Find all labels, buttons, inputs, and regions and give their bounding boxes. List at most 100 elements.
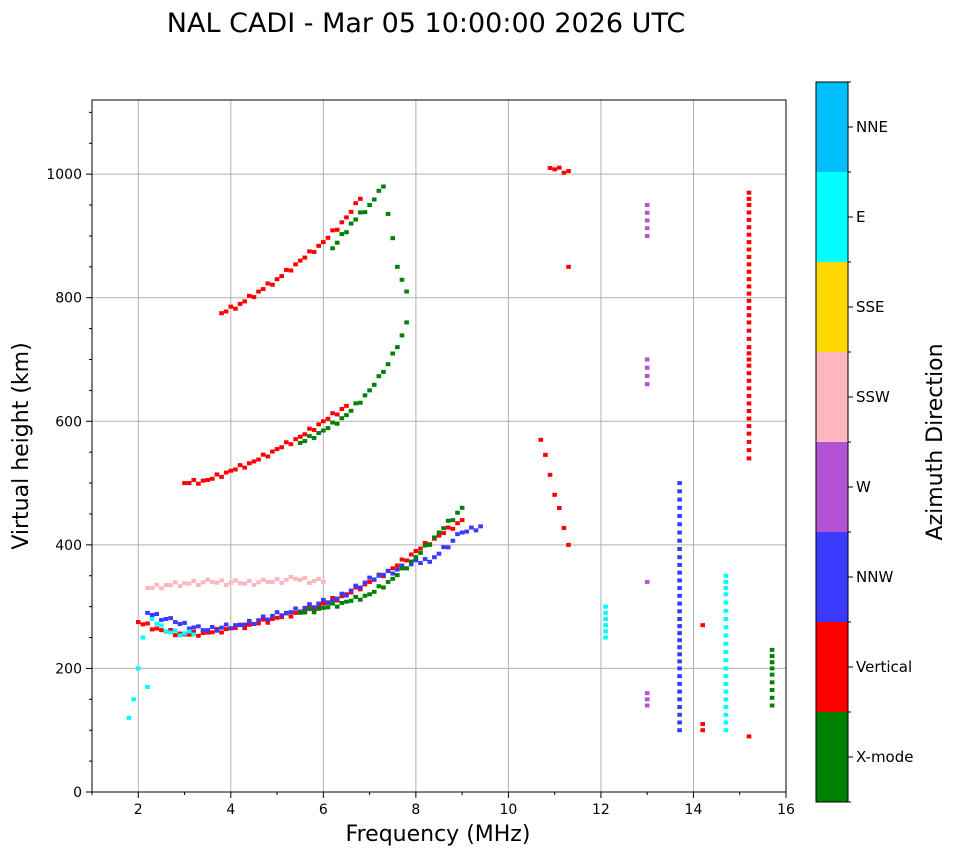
trace-point (177, 584, 183, 589)
trace-point (746, 277, 752, 282)
x-tick-label: 10 (499, 802, 517, 818)
trace-point (362, 210, 368, 215)
trace-point (353, 217, 359, 222)
trace-vertical-column-14-2-mhz (700, 623, 706, 733)
trace-point (284, 577, 289, 582)
trace-point (168, 630, 173, 635)
trace-point (746, 431, 752, 436)
trace-point (385, 211, 391, 216)
trace-point (445, 525, 451, 530)
trace-point (311, 249, 317, 254)
trace-point (214, 472, 220, 477)
trace-point (371, 382, 377, 387)
trace-point (200, 478, 206, 483)
trace-point (339, 232, 345, 237)
trace-point (723, 649, 729, 654)
trace-point (390, 571, 396, 576)
trace-point (441, 526, 446, 531)
y-tick-label: 400 (55, 538, 82, 554)
colorbar-segment-sse (816, 262, 848, 352)
trace-vertical-column-12-mhz (603, 604, 608, 640)
trace-point (422, 557, 428, 562)
trace-point (191, 625, 197, 630)
trace-point (159, 617, 164, 622)
trace-point (723, 586, 729, 591)
trace-point (723, 674, 729, 679)
trace-point (677, 570, 682, 575)
trace-point (293, 610, 298, 615)
trace-point (348, 408, 354, 413)
trace-point (288, 442, 294, 447)
trace-point (746, 336, 752, 341)
trace-point (371, 197, 377, 202)
trace-point (214, 580, 220, 585)
trace-point (746, 291, 752, 296)
trace-point (399, 333, 405, 338)
trace-point (334, 421, 340, 426)
trace-point (344, 593, 349, 598)
trace-point (769, 666, 775, 671)
trace-point (316, 422, 322, 427)
trace-point (265, 454, 271, 459)
trace-point (677, 530, 682, 535)
trace-point (404, 289, 409, 294)
trace-point (603, 610, 608, 615)
trace-point (746, 306, 752, 311)
trace-point (644, 697, 650, 702)
trace-point (644, 579, 650, 584)
trace-point (408, 562, 414, 567)
trace-point (746, 247, 752, 252)
trace-point (436, 530, 442, 535)
colorbar-segment-x-mode (816, 712, 848, 802)
trace-point (644, 703, 650, 708)
trace-point (746, 401, 752, 406)
trace-point (154, 612, 160, 617)
trace-point (219, 474, 224, 479)
trace-point (246, 618, 252, 623)
trace-point (321, 240, 326, 245)
trace-point (418, 550, 423, 555)
trace-point (205, 628, 210, 633)
trace-point (552, 492, 557, 497)
trace-point (677, 538, 682, 543)
trace-point (395, 563, 400, 568)
trace-point (154, 621, 160, 626)
trace-point (242, 622, 247, 627)
trace-point (436, 551, 442, 556)
trace-point (362, 580, 368, 585)
trace-point (677, 586, 682, 591)
trace-point (223, 627, 229, 632)
trace-point (163, 583, 169, 588)
trace-point (135, 666, 141, 671)
trace-point (677, 489, 682, 494)
trace-point (677, 638, 682, 643)
trace-point (381, 369, 386, 374)
trace-point (279, 613, 285, 618)
trace-point (367, 579, 372, 584)
trace-point (330, 411, 335, 416)
trace-point (172, 620, 178, 625)
trace-point (455, 510, 460, 515)
trace-point (473, 528, 479, 533)
trace-point (288, 610, 294, 615)
trace-point (140, 622, 146, 627)
trace-point (556, 165, 562, 170)
trace-point (427, 559, 433, 564)
trace-point (307, 606, 312, 611)
trace-point (367, 388, 372, 393)
trace-vertical-column-13-7-mhz (677, 481, 682, 733)
trace-point (353, 401, 359, 406)
trace-point (723, 712, 729, 717)
trace-point (307, 604, 312, 609)
x-tick-label: 12 (592, 802, 610, 818)
trace-point (270, 282, 275, 287)
trace-point (205, 630, 210, 635)
trace-point (769, 660, 775, 665)
trace-point (723, 617, 729, 621)
trace-point (561, 170, 567, 175)
trace-point (644, 373, 650, 378)
trace-point (358, 585, 363, 590)
trace-point (723, 633, 729, 638)
trace-point (746, 284, 752, 289)
trace-third-hop-x (330, 184, 409, 294)
